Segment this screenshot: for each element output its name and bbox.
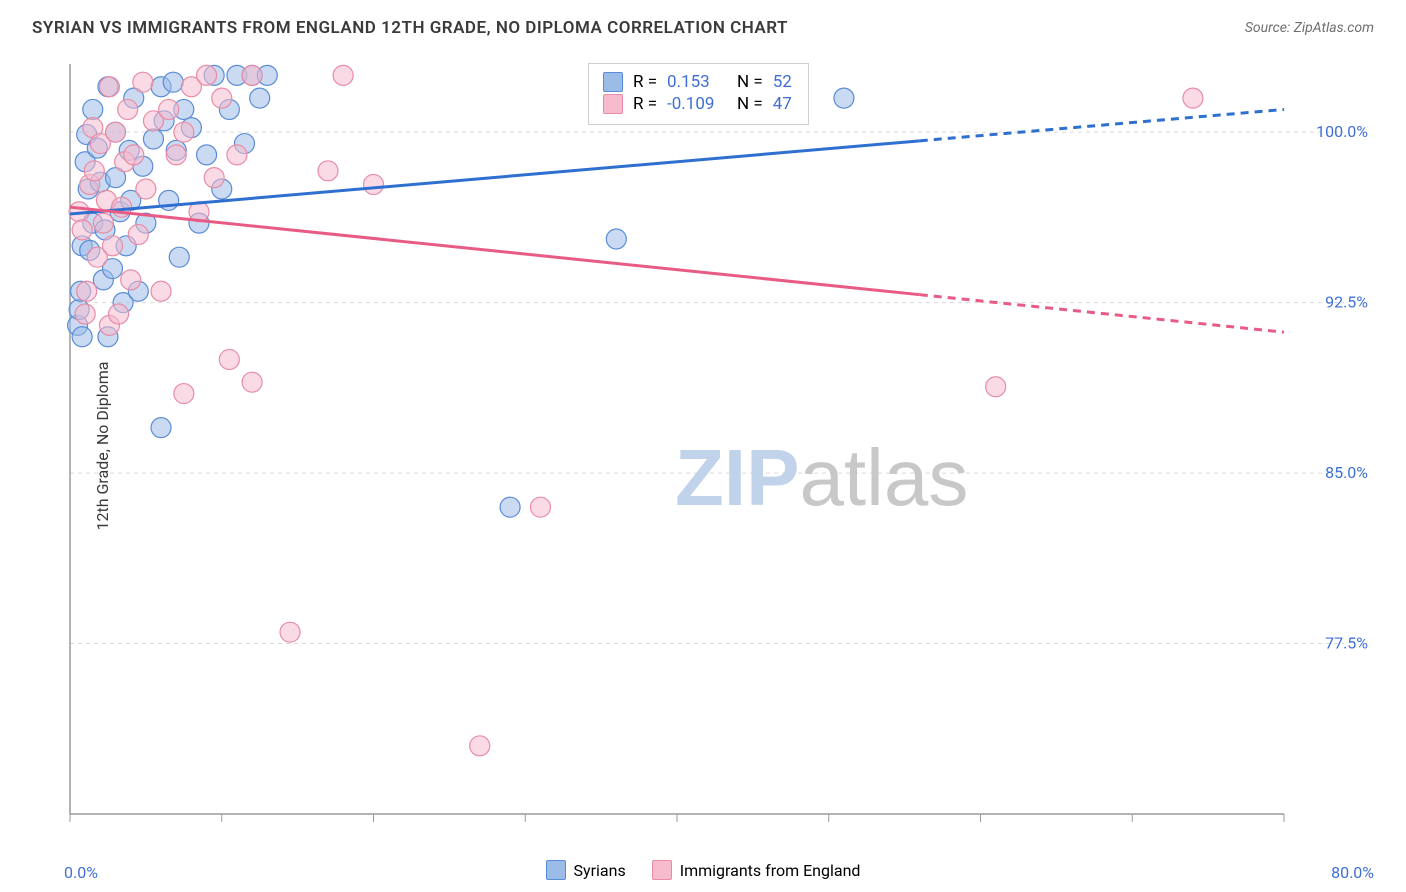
bottom-legend: Syrians Immigrants from England xyxy=(0,860,1406,880)
legend-swatch-blue xyxy=(546,860,566,880)
svg-text:85.0%: 85.0% xyxy=(1325,463,1368,482)
legend-swatch-pink xyxy=(652,860,672,880)
stats-row-blue: R = 0.153 N = 52 xyxy=(603,72,792,92)
stats-r-label: R = xyxy=(633,72,657,92)
source-attribution: Source: ZipAtlas.com xyxy=(1245,20,1374,36)
stats-n-blue: 52 xyxy=(773,72,792,92)
svg-text:77.5%: 77.5% xyxy=(1325,634,1368,653)
stats-r-label-2: R = xyxy=(633,94,657,114)
stats-r-pink: -0.109 xyxy=(667,94,727,114)
chart-title: SYRIAN VS IMMIGRANTS FROM ENGLAND 12TH G… xyxy=(32,18,788,38)
svg-text:92.5%: 92.5% xyxy=(1325,293,1368,312)
chart-header: SYRIAN VS IMMIGRANTS FROM ENGLAND 12TH G… xyxy=(0,0,1406,48)
stats-n-label-2: N = xyxy=(737,94,763,114)
stats-swatch-blue xyxy=(603,72,623,92)
chart-area: 77.5%85.0%92.5%100.0% ZIPatlas R = 0.153… xyxy=(64,60,1374,832)
legend-item-syrians: Syrians xyxy=(546,860,626,880)
stats-r-blue: 0.153 xyxy=(667,72,727,92)
stats-row-pink: R = -0.109 N = 47 xyxy=(603,94,792,114)
stats-n-pink: 47 xyxy=(773,94,792,114)
legend-item-england: Immigrants from England xyxy=(652,860,861,880)
stats-legend-box: R = 0.153 N = 52 R = -0.109 N = 47 xyxy=(588,63,809,125)
legend-label-england: Immigrants from England xyxy=(680,861,861,880)
scatter-plot-svg: 77.5% 85.0% 92.5% 100.0% xyxy=(64,60,1374,832)
stats-n-label: N = xyxy=(737,72,763,92)
svg-text:100.0%: 100.0% xyxy=(1316,122,1368,141)
legend-label-syrians: Syrians xyxy=(574,861,626,880)
stats-swatch-pink xyxy=(603,94,623,114)
